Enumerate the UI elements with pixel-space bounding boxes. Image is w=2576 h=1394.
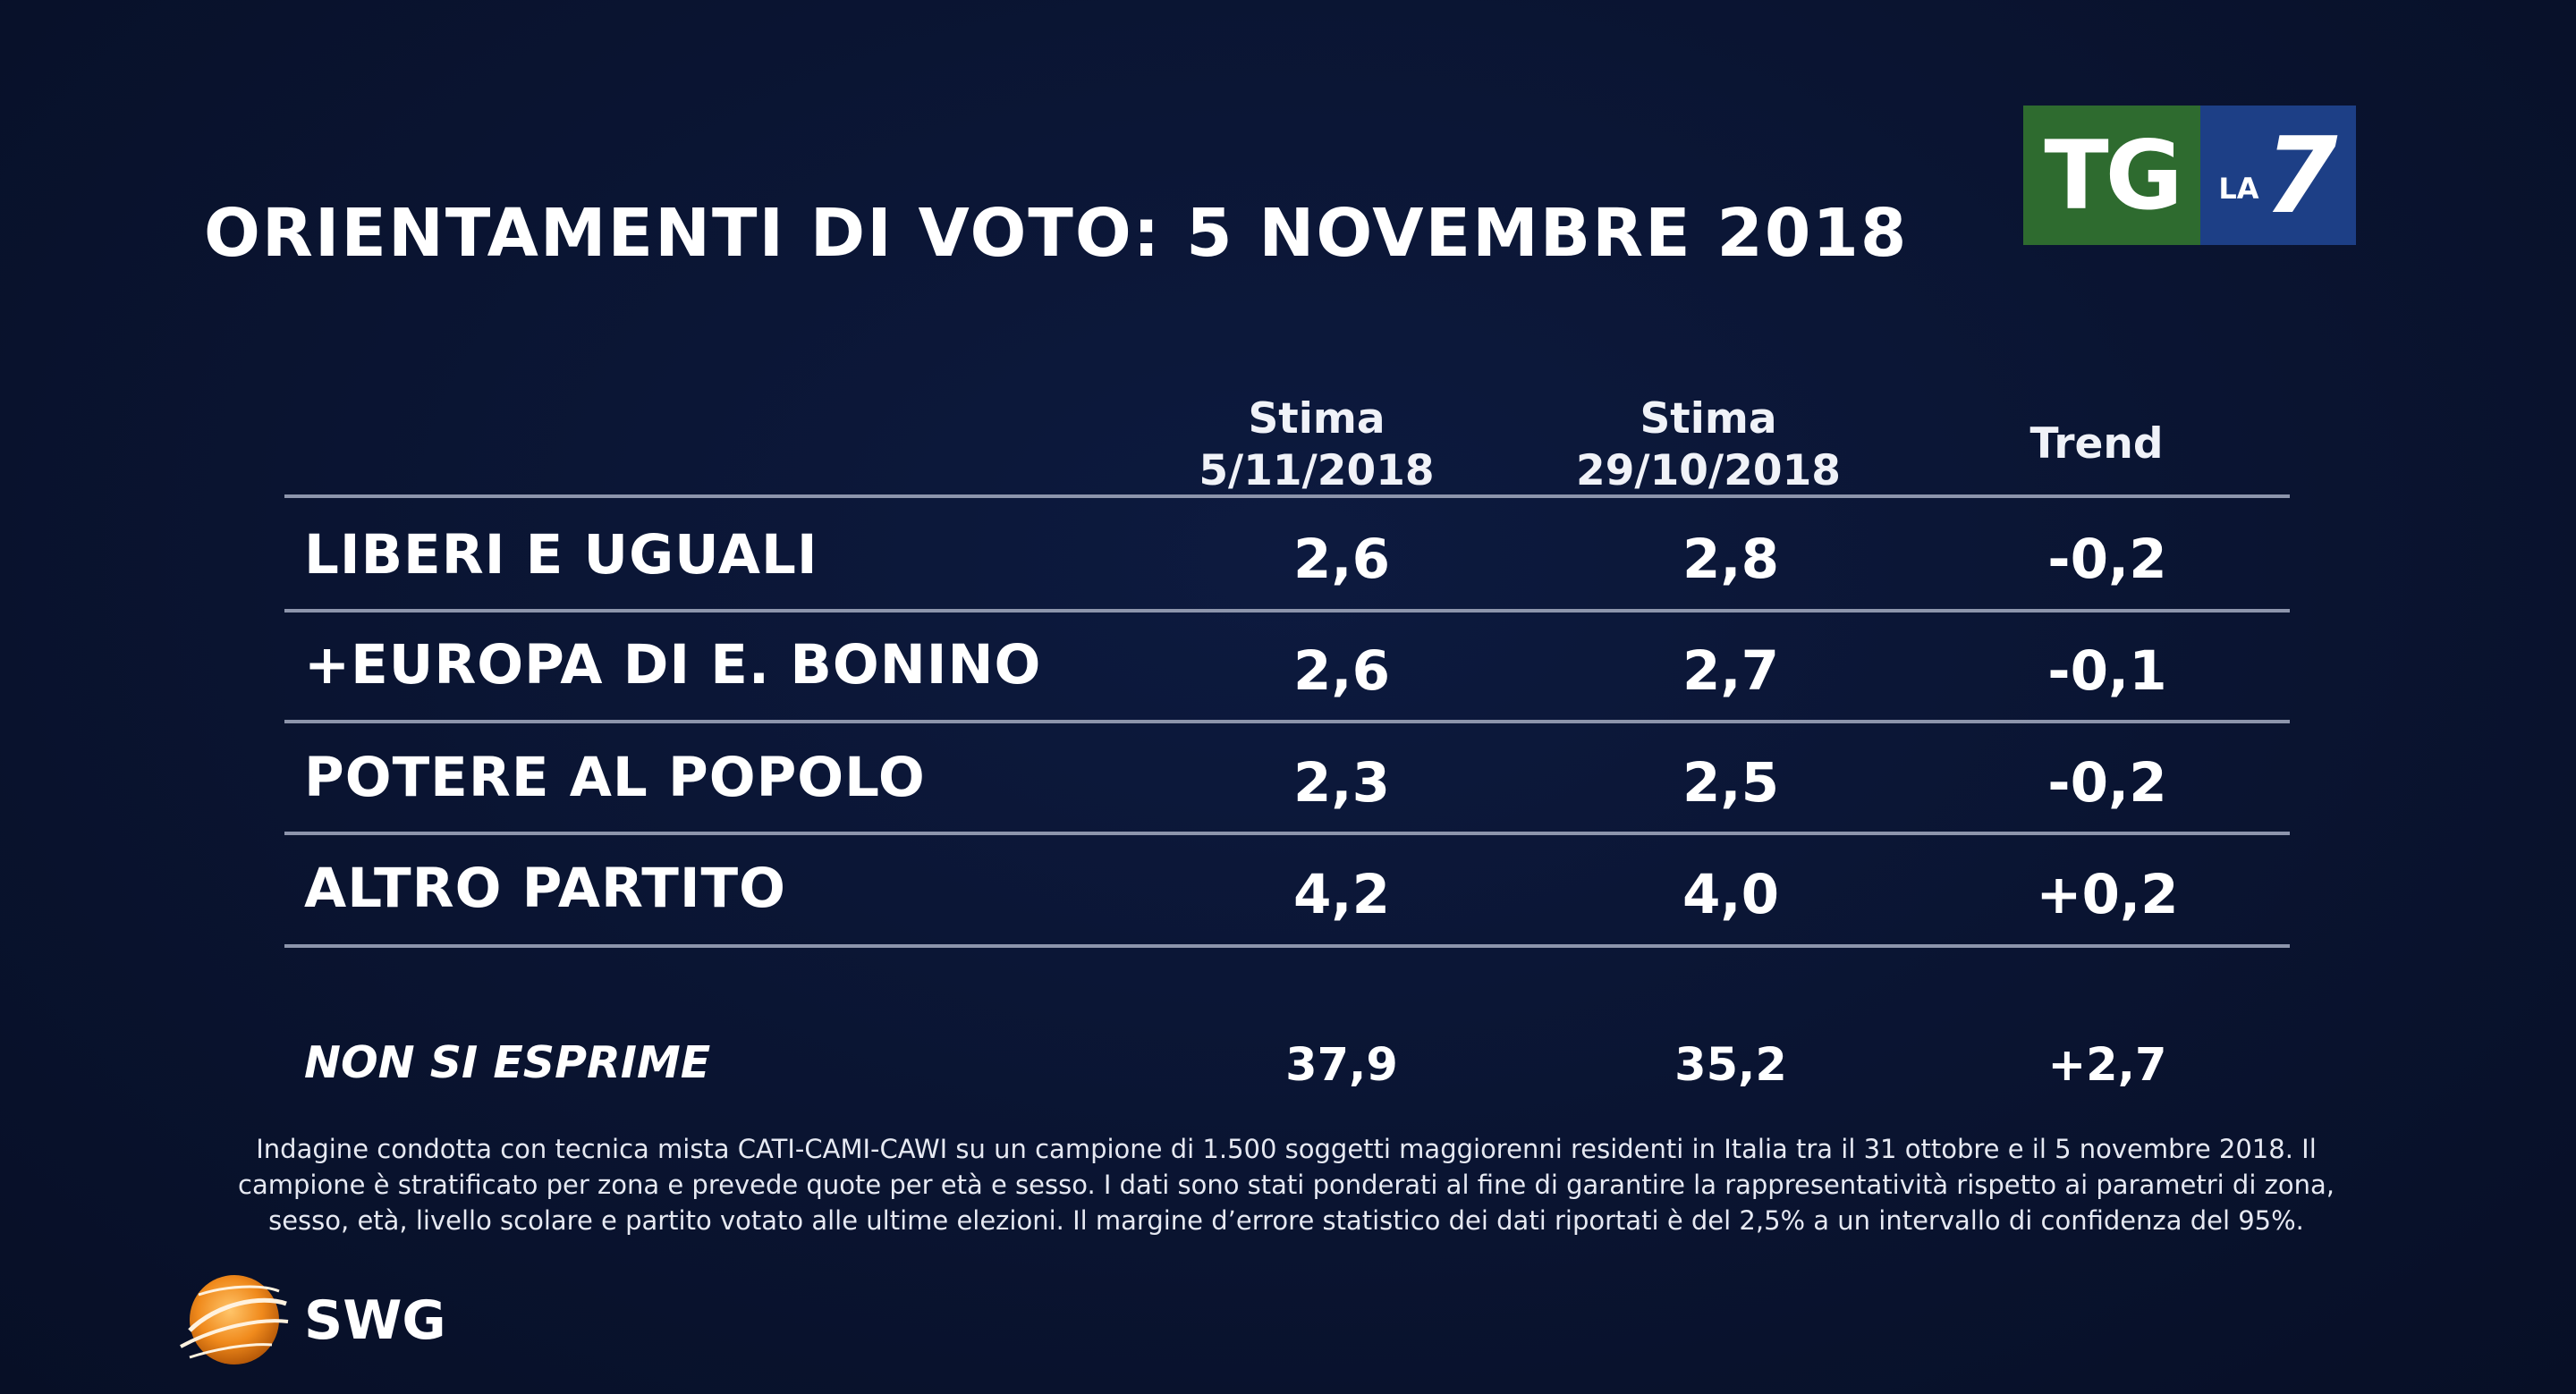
tg-logo-mark: TG: [2023, 106, 2200, 245]
column-header-stima-previous: Stima 29/10/2018: [1547, 393, 1869, 497]
methodology-footnote: Indagine condotta con tecnica mista CATI…: [238, 1134, 2334, 1236]
table-cell-current: 2,6: [1292, 639, 1391, 703]
column-header-stima-current: Stima 5/11/2018: [1182, 393, 1451, 497]
swg-logo: SWG: [172, 1268, 446, 1373]
table-cell-current: 2,6: [1292, 528, 1391, 591]
column-header-line1: Stima: [1640, 394, 1777, 444]
la7-logo-mark: LA 7: [2200, 106, 2356, 245]
swg-brand-text: SWG: [304, 1289, 446, 1352]
party-label: +EUROPA DI E. BONINO: [304, 633, 1042, 697]
table-divider: [284, 720, 2290, 723]
table-cell-previous: 2,7: [1682, 639, 1780, 703]
la-logo-text: LA: [2218, 172, 2259, 206]
swg-globe-icon: [172, 1268, 292, 1373]
tg-la7-logo: TG LA 7: [2023, 106, 2356, 245]
party-label: POTERE AL POPOLO: [304, 746, 926, 809]
party-label: ALTRO PARTITO: [304, 857, 786, 920]
table-cell-previous: 2,5: [1682, 751, 1780, 815]
table-cell-current: 4,2: [1292, 863, 1391, 926]
table-cell-previous: 2,8: [1682, 528, 1780, 591]
table-divider: [284, 944, 2290, 948]
table-cell-previous: 4,0: [1682, 863, 1780, 926]
column-header-line1: Stima: [1248, 394, 1385, 444]
seven-logo-text: 7: [2264, 114, 2338, 237]
column-header-line1: Trend: [2029, 419, 2164, 469]
table-cell-trend: -0,2: [2047, 528, 2167, 591]
table-divider: [284, 609, 2290, 613]
table-divider: [284, 832, 2290, 835]
non-si-esprime-label: NON SI ESPRIME: [304, 1037, 711, 1088]
non-si-esprime-trend: +2,7: [2047, 1039, 2167, 1092]
table-cell-trend: -0,1: [2047, 639, 2167, 703]
non-si-esprime-previous: 35,2: [1674, 1039, 1787, 1092]
page-title: ORIENTAMENTI DI VOTO: 5 NOVEMBRE 2018: [204, 195, 1909, 272]
column-header-line2: 5/11/2018: [1199, 446, 1435, 495]
non-si-esprime-current: 37,9: [1285, 1039, 1398, 1092]
column-header-trend: Trend: [1962, 418, 2231, 470]
table-cell-current: 2,3: [1292, 751, 1391, 815]
table-divider: [284, 494, 2290, 498]
table-cell-trend: -0,2: [2047, 751, 2167, 815]
party-label: LIBERI E UGUALI: [304, 523, 818, 587]
table-cell-trend: +0,2: [2036, 863, 2179, 926]
column-header-line2: 29/10/2018: [1576, 446, 1841, 495]
